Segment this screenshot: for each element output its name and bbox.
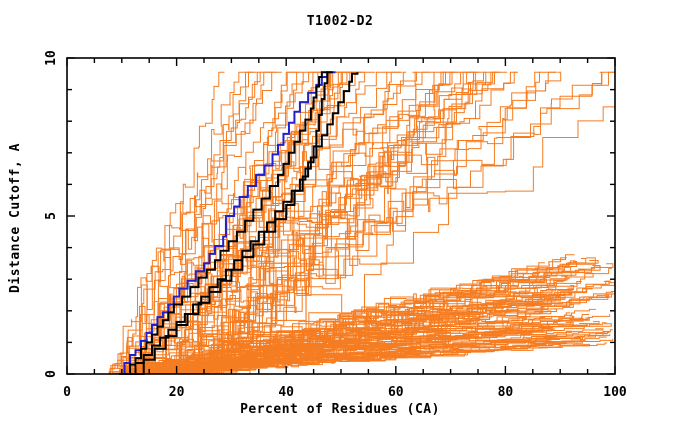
x-tick-label: 80: [498, 385, 514, 400]
orange-model-curve: [125, 71, 403, 375]
orange-model-curve: [203, 71, 454, 375]
orange-model-curve: [173, 71, 376, 375]
orange-model-curve: [171, 71, 303, 375]
orange-model-curve: [205, 71, 435, 375]
orange-model-curve: [216, 71, 329, 375]
orange-model-curve: [169, 71, 483, 375]
orange-model-curve: [122, 260, 576, 375]
axis-frame-layer: [66, 57, 616, 375]
highlight-curve-model-black-1: [124, 71, 328, 375]
orange-model-curve: [159, 71, 361, 375]
orange-model-curve: [137, 71, 254, 375]
orange-model-curve: [102, 71, 262, 375]
orange-model-curve: [167, 336, 607, 375]
highlight-curve-model-black-2: [127, 72, 359, 375]
orange-model-curve: [180, 71, 496, 375]
orange-model-curve: [172, 71, 476, 375]
tick-label-layer: 0 20 40 60 80 100 0 5 10: [44, 50, 627, 400]
orange-model-curve: [150, 71, 475, 375]
y-tick-label: 0: [44, 370, 59, 378]
orange-model-curve: [133, 322, 607, 375]
y-tick-label: 5: [44, 212, 59, 220]
x-tick-label: 40: [278, 385, 294, 400]
orange-model-curve: [134, 71, 315, 375]
orange-model-curve: [118, 71, 225, 375]
orange-model-curve: [188, 71, 332, 375]
orange-model-curve: [154, 272, 540, 375]
orange-model-curve: [120, 71, 252, 375]
x-axis-label: Percent of Residues (CA): [240, 402, 440, 417]
orange-model-curve: [197, 71, 447, 375]
orange-model-curve: [102, 71, 277, 375]
x-tick-label: 100: [603, 385, 627, 400]
orange-model-curve: [116, 71, 272, 375]
orange-model-curve: [157, 293, 613, 375]
orange-model-curve: [148, 331, 611, 375]
x-tick-label: 0: [63, 385, 71, 400]
x-tick-label: 60: [388, 385, 404, 400]
y-tick-label: 10: [44, 50, 59, 66]
orange-model-curve: [139, 71, 282, 375]
orange-model-curve: [178, 71, 615, 375]
highlight-curve-reference-model-blue: [119, 71, 336, 375]
chart-title: T1002-D2: [306, 14, 374, 29]
highlight-curve-model-black-3: [132, 71, 333, 375]
orange-model-curve: [121, 278, 547, 375]
orange-model-curve: [145, 330, 572, 375]
orange-model-curve: [191, 71, 562, 375]
x-tick-label: 20: [169, 385, 185, 400]
orange-model-curve: [179, 71, 417, 375]
orange-model-curve: [126, 71, 319, 375]
orange-model-curve: [164, 71, 518, 375]
data-series-layer: [99, 71, 616, 375]
